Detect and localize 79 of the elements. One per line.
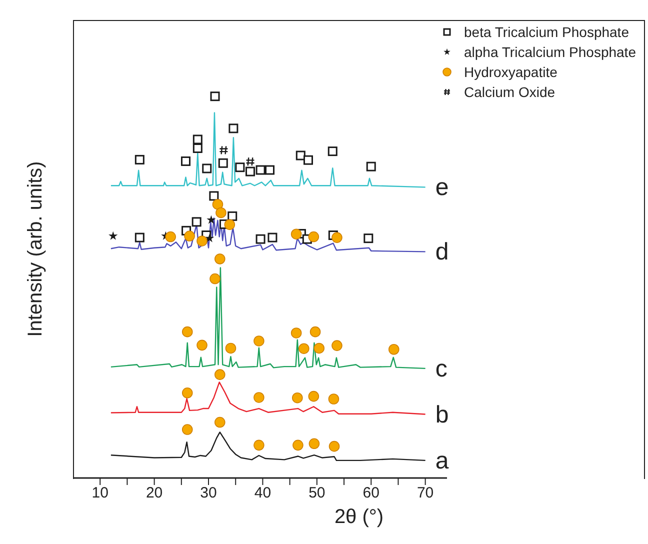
- series-label: b: [435, 401, 449, 428]
- point: [265, 165, 275, 175]
- x-axis-title: 2θ (°): [333, 506, 385, 529]
- point: [254, 336, 264, 346]
- point: [192, 134, 202, 144]
- legend-label: Calcium Oxide: [464, 83, 556, 102]
- point: [210, 92, 220, 102]
- point: [224, 219, 236, 230]
- point: [228, 211, 238, 221]
- point: [308, 231, 320, 242]
- x-tick-label: 50: [308, 484, 326, 502]
- point: [196, 340, 208, 351]
- point: [246, 157, 255, 166]
- point: [165, 231, 176, 242]
- point: [298, 343, 310, 354]
- point: [332, 340, 342, 351]
- point: [214, 369, 226, 380]
- point: [314, 342, 324, 354]
- point: [366, 162, 376, 172]
- point: [332, 232, 342, 243]
- point: [182, 387, 193, 398]
- legend-label: beta Tricalcium Phosphate: [464, 23, 629, 42]
- point: [235, 162, 245, 172]
- x-tick-label: 20: [146, 484, 163, 502]
- point: [214, 416, 226, 428]
- point: [192, 217, 202, 227]
- series-label: c: [435, 355, 448, 382]
- point: [303, 155, 313, 165]
- point: [308, 390, 320, 402]
- x-tick-label: 40: [254, 484, 272, 502]
- point: [268, 232, 278, 242]
- point: [364, 234, 374, 244]
- point: [254, 440, 264, 451]
- point: [218, 158, 228, 168]
- point: [290, 228, 302, 240]
- point: [292, 440, 304, 451]
- point: [134, 154, 144, 164]
- point: [328, 394, 340, 404]
- x-tick-label: 30: [200, 484, 217, 502]
- series-label: a: [435, 447, 450, 474]
- point: [296, 150, 306, 160]
- legend-label: alpha Tricalcium Phosphate: [464, 43, 636, 62]
- point: [308, 438, 320, 450]
- point: [202, 164, 212, 174]
- point: [206, 215, 216, 224]
- point: [310, 326, 321, 338]
- point: [292, 392, 303, 404]
- point: [256, 165, 266, 175]
- point: [108, 231, 118, 240]
- x-tick-label: 70: [416, 484, 434, 502]
- point: [196, 236, 208, 246]
- point: [328, 440, 340, 452]
- point: [192, 143, 202, 153]
- point: [290, 328, 302, 338]
- point: [209, 191, 219, 201]
- x-tick-label: 60: [362, 484, 380, 502]
- series-label: d: [435, 238, 449, 266]
- point: [225, 342, 236, 354]
- point: [245, 166, 255, 176]
- point: [180, 156, 190, 166]
- legend-label: Hydroxyapatite: [464, 63, 558, 82]
- point: [205, 234, 214, 242]
- point: [328, 146, 338, 156]
- point: [219, 146, 228, 155]
- point: [254, 392, 264, 403]
- point: [210, 273, 220, 284]
- point: [256, 234, 266, 244]
- point: [182, 326, 193, 338]
- point: [388, 344, 400, 355]
- point: [184, 230, 195, 242]
- point: [228, 124, 238, 134]
- point: [214, 254, 226, 264]
- point: [212, 198, 224, 210]
- point: [182, 424, 193, 435]
- x-tick-label: 10: [92, 484, 108, 502]
- series-label: e: [435, 174, 449, 202]
- point: [134, 232, 144, 242]
- y-axis-title: Intensity (arb. units): [24, 161, 48, 337]
- point: [216, 207, 226, 218]
